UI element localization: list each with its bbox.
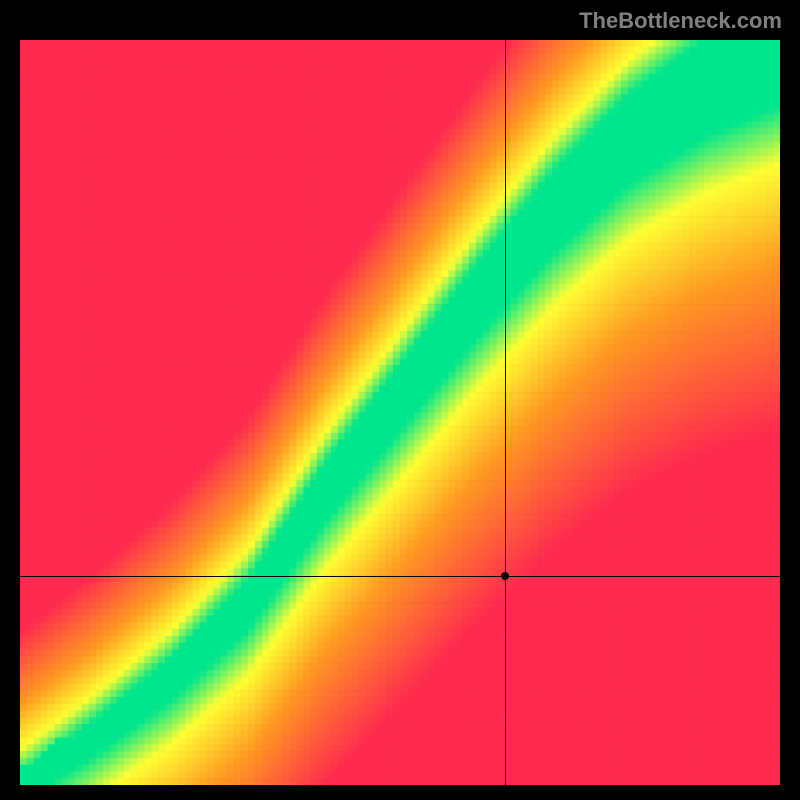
bottleneck-heatmap [20, 40, 780, 785]
heatmap-canvas [20, 40, 780, 785]
watermark-text: TheBottleneck.com [579, 8, 782, 34]
crosshair-horizontal [20, 576, 780, 577]
crosshair-vertical [505, 40, 506, 785]
crosshair-marker-dot [501, 572, 509, 580]
